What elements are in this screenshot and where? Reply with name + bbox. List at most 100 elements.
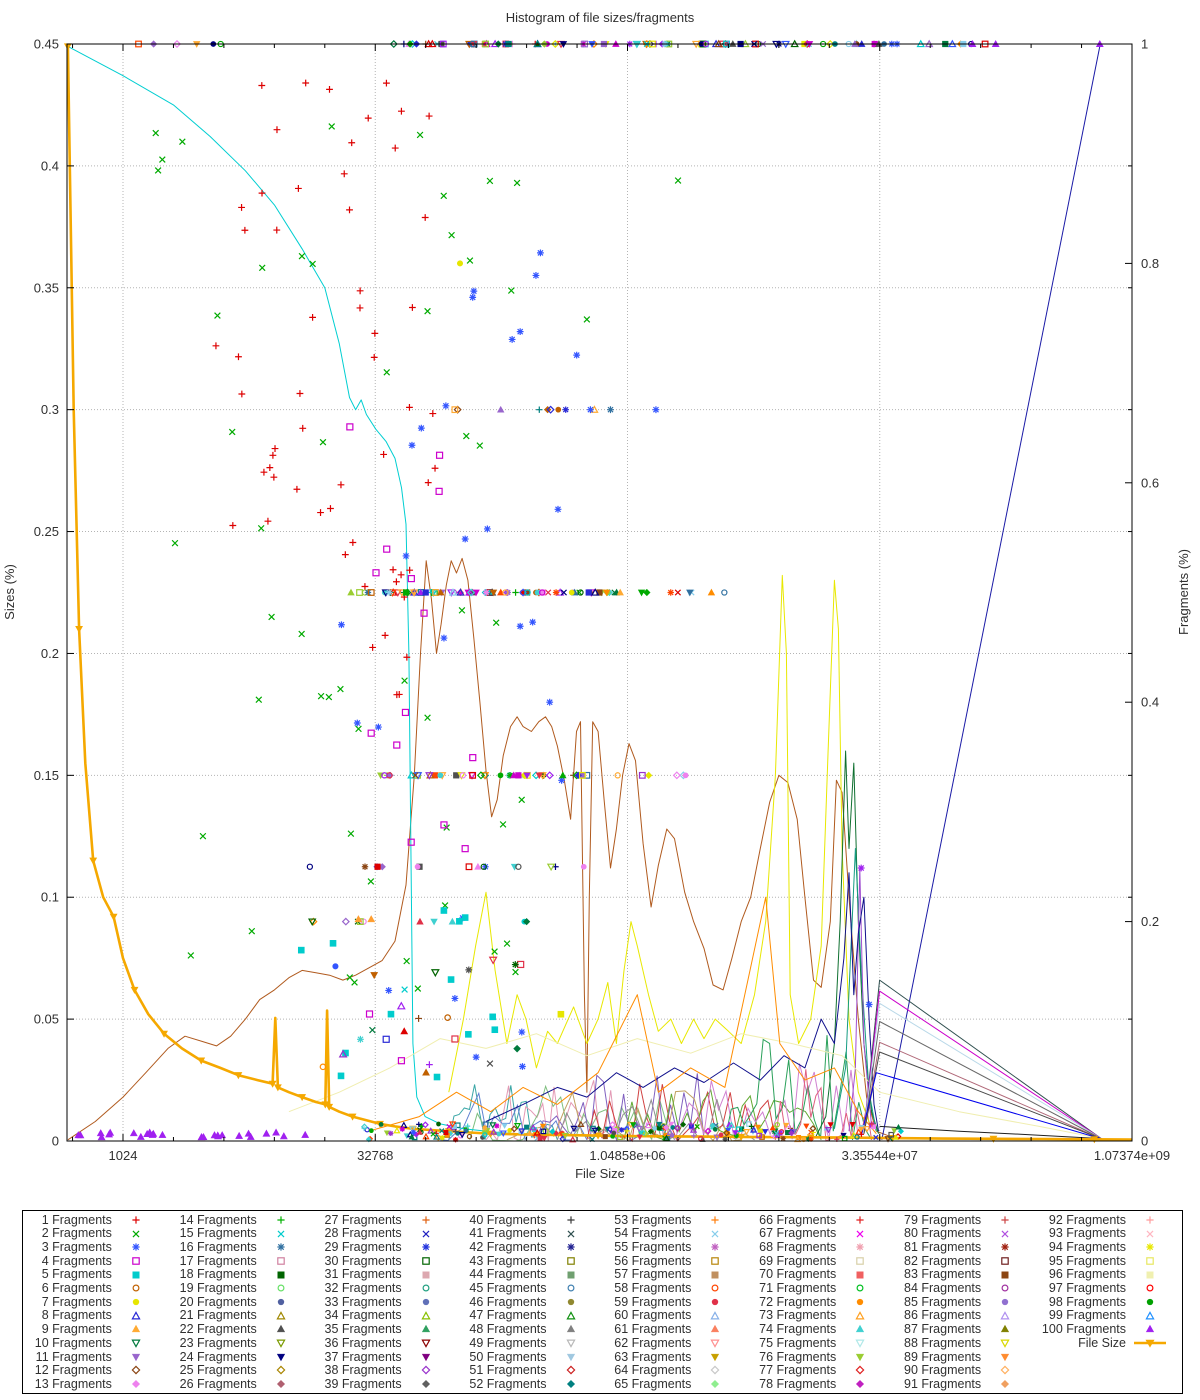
legend-item-label: 11 Fragments [35,1349,112,1364]
legend-item: 63 Fragments [603,1350,748,1364]
legend-item: 3 Fragments [23,1240,168,1254]
legend-item-marker-icon [277,1298,284,1306]
y2-tick-label: 0.2 [1141,914,1159,929]
legend-item-label: 89 Fragments [904,1349,982,1364]
legend-item-marker-icon [566,1243,575,1251]
legend-item-marker-icon [1146,1257,1154,1265]
legend-item-marker-icon [1146,1271,1154,1279]
legend-item-marker-icon [1000,1339,1010,1348]
legend-item-marker-icon [567,1271,575,1279]
legend-item-label: 4 Fragments [41,1253,112,1268]
legend-item-label: 94 Fragments [1048,1239,1126,1254]
legend-item: 60 Fragments [603,1309,748,1323]
legend-item-marker-icon [711,1257,720,1265]
y2-tick-label: 1 [1141,37,1148,52]
legend-item-marker-icon [855,1310,865,1320]
legend-item-label: 81 Fragments [904,1239,982,1254]
legend-item-label: 69 Fragments [759,1253,837,1268]
legend-item: 28 Fragments [313,1227,458,1241]
legend-item-marker-icon [1001,1271,1009,1279]
legend-item-marker-icon [1001,1230,1009,1238]
legend-item: 61 Fragments [603,1323,748,1337]
legend-item-marker-icon [1146,1298,1154,1306]
legend-item-label: 96 Fragments [1048,1267,1126,1282]
legend-item: 29 Fragments [313,1240,458,1254]
legend-item-label: 15 Fragments [179,1226,257,1241]
legend-item: 48 Fragments [458,1323,603,1337]
legend-item-label: 44 Fragments [469,1267,547,1282]
legend-item: 53 Fragments [603,1213,748,1227]
x-tick-label: 1.04858e+06 [589,1148,665,1163]
legend-item-label: 78 Fragments [759,1376,837,1391]
y-axis-label: Sizes (%) [2,564,17,620]
legend-item: 70 Fragments [747,1268,892,1282]
legend-item-label: 37 Fragments [324,1349,402,1364]
legend-item-label: 21 Fragments [179,1308,257,1323]
legend-item-label: 26 Fragments [179,1376,257,1391]
legend-item: 7 Fragments [23,1295,168,1309]
legend-item-label: 65 Fragments [614,1376,692,1391]
y-tick-label: 0.1 [41,890,59,905]
legend-item: 88 Fragments [892,1336,1037,1350]
legend-item-label: 46 Fragments [469,1294,547,1309]
legend-item: 18 Fragments [168,1268,313,1282]
legend-item: 36 Fragments [313,1336,458,1350]
legend-item-marker-icon [856,1284,864,1292]
legend-item-marker-icon [131,1325,140,1333]
legend-item-marker-icon [856,1257,865,1265]
legend-item: 69 Fragments [747,1254,892,1268]
legend-item-marker-icon [132,1284,140,1292]
legend-item-marker-icon [421,1257,430,1265]
legend-item: 55 Fragments [603,1240,748,1254]
legend-item-label: 31 Fragments [324,1267,402,1282]
legend-item: 10 Fragments [23,1336,168,1350]
legend-item-marker-icon [276,1325,285,1333]
legend-item-label: 54 Fragments [614,1226,692,1241]
legend-item-label: 40 Fragments [469,1212,547,1227]
legend-item-label: 77 Fragments [759,1363,837,1378]
legend-item-marker-icon [711,1216,719,1224]
legend-item: 2 Fragments [23,1227,168,1241]
legend-item-marker-icon [856,1353,865,1361]
y-tick-label: 0.35 [34,280,59,295]
legend-item: 20 Fragments [168,1295,313,1309]
legend-item-label: 1 Fragments [41,1212,112,1227]
legend-item-label: 90 Fragments [904,1363,982,1378]
y2-tick-label: 0.8 [1141,256,1159,271]
legend-item: 64 Fragments [603,1364,748,1378]
legend-item-label: 72 Fragments [759,1294,837,1309]
legend-item: 57 Fragments [603,1268,748,1282]
y2-axis-label: Fragments (%) [1176,549,1191,635]
legend-item-label: 36 Fragments [324,1335,402,1350]
legend-item-marker-icon [1146,1230,1154,1238]
legend-item-marker-icon [276,1310,286,1320]
legend-item-label: 33 Fragments [324,1294,402,1309]
legend-item: 80 Fragments [892,1227,1037,1241]
legend-item-marker-icon [711,1353,720,1361]
legend-item-marker-icon [1001,1257,1009,1265]
legend-item-label: 14 Fragments [179,1212,257,1227]
legend-item-label: 23 Fragments [179,1335,257,1350]
legend-item: 35 Fragments [313,1323,458,1337]
y-tick-label: 0.05 [34,1012,59,1027]
legend-item-marker-icon [1001,1380,1010,1389]
legend-item-marker-icon [422,1216,430,1224]
legend-item: 6 Fragments [23,1281,168,1295]
y-tick-label: 0.45 [34,37,59,52]
legend-item-marker-icon [1001,1353,1010,1361]
legend-item-label: 74 Fragments [759,1322,837,1337]
legend-item: 1 Fragments [23,1213,168,1227]
legend-item: 34 Fragments [313,1309,458,1323]
legend-item: 56 Fragments [603,1254,748,1268]
legend-item: 12 Fragments [23,1364,168,1378]
legend-item-marker-icon [421,1366,431,1375]
legend-item: 41 Fragments [458,1227,603,1241]
legend-item: 62 Fragments [603,1336,748,1350]
legend-item-label: 61 Fragments [614,1322,692,1337]
legend-item-marker-icon [276,1353,285,1361]
legend-item-label: 13 Fragments [34,1376,112,1391]
legend-item: 27 Fragments [313,1213,458,1227]
legend-item: 72 Fragments [747,1295,892,1309]
legend-item-label: 93 Fragments [1048,1226,1126,1241]
